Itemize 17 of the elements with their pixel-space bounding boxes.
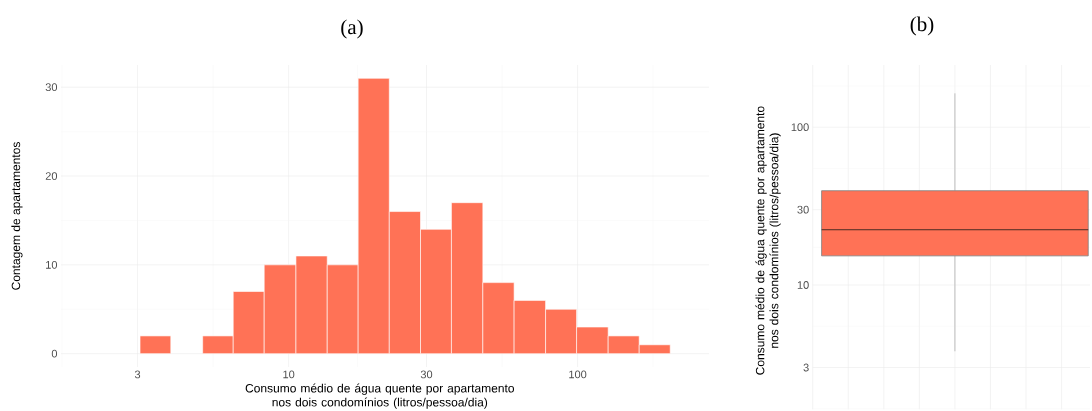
chart-title: (a) xyxy=(341,19,363,39)
y-axis-title: Contagem de apartamentos xyxy=(11,142,23,290)
y-tick-label: 0 xyxy=(51,349,58,358)
x-tick-label: 100 xyxy=(569,370,587,379)
chart-title: (b) xyxy=(910,16,934,36)
y-tick-label: 100 xyxy=(791,123,809,132)
x-axis-title: Consumo médio de água quente por apartamento nos dois condomínios (litros/pessoa/dia) xyxy=(245,383,515,409)
y-tick-label: 30 xyxy=(45,83,58,92)
x-tick-label: 10 xyxy=(283,370,295,379)
y-tick-label: 3 xyxy=(803,363,809,372)
y-tick-label: 10 xyxy=(46,260,58,269)
y-tick-label: 20 xyxy=(45,172,58,180)
y-tick-label: 30 xyxy=(797,205,809,214)
y-tick-label: 10 xyxy=(797,281,809,289)
x-tick-label: 3 xyxy=(134,370,141,379)
x-tick-label: 30 xyxy=(420,370,433,379)
y-axis-title: Consumo médio de água quente por apartamento nos dois condomínios (litros/pessoa/dia) xyxy=(755,106,781,375)
